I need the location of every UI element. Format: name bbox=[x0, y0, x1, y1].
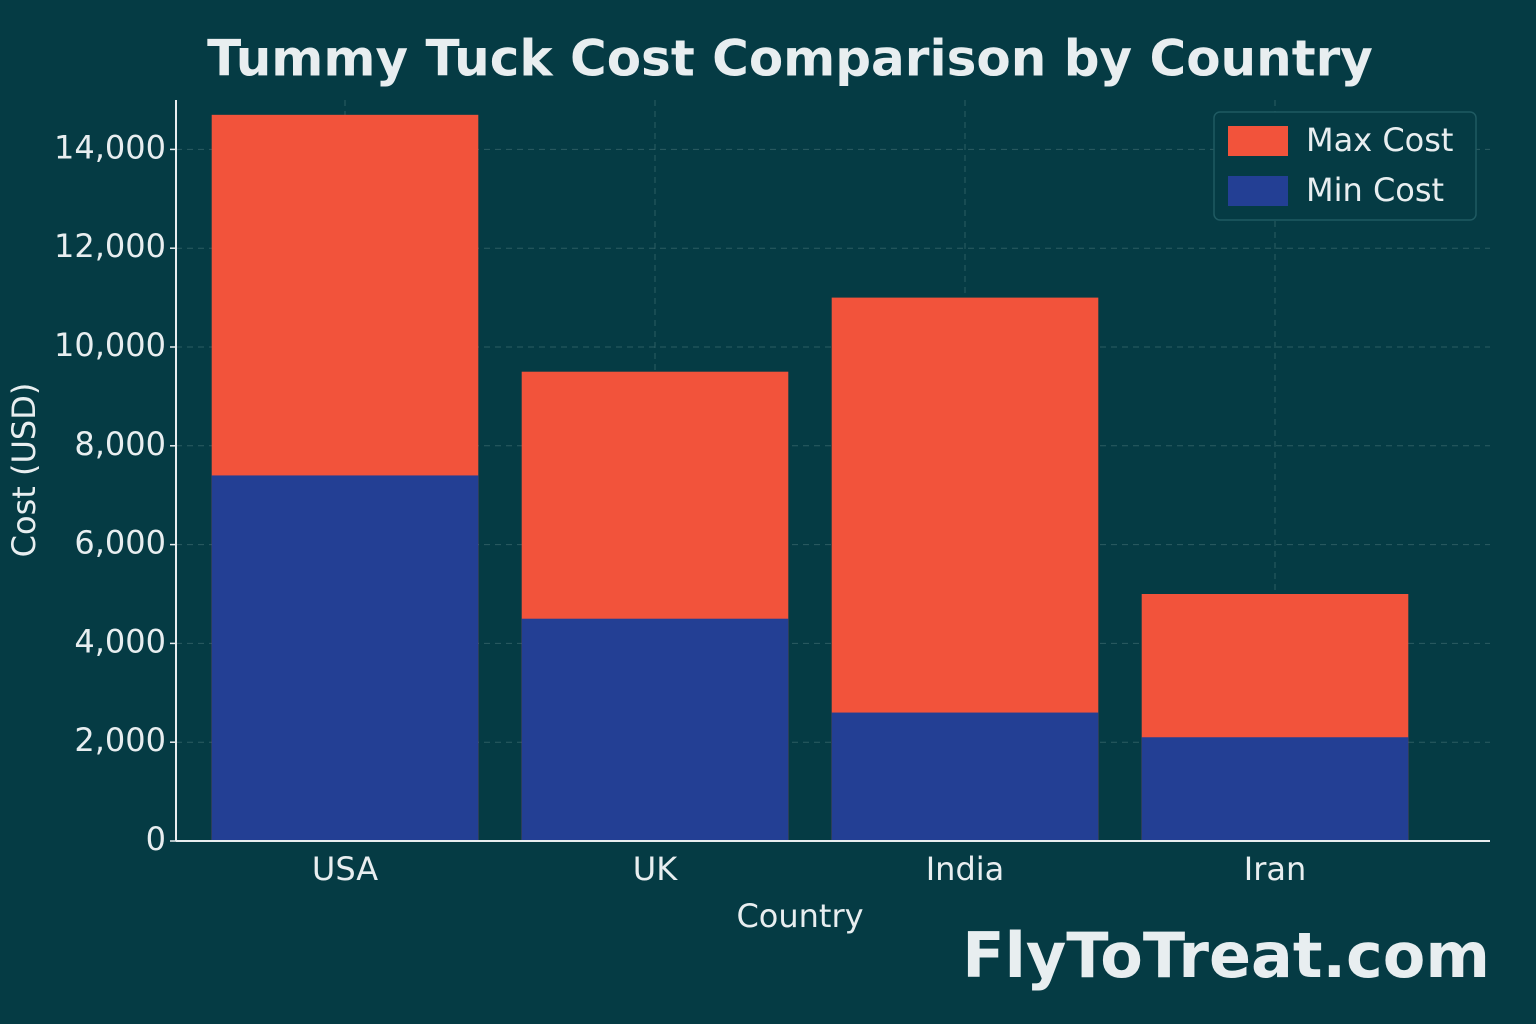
bar bbox=[211, 475, 479, 841]
x-tick-label: India bbox=[926, 850, 1005, 888]
y-tick-label: 0 bbox=[146, 820, 166, 858]
y-tick-label: 14,000 bbox=[54, 128, 166, 166]
y-tick-label: 10,000 bbox=[54, 326, 166, 364]
y-tick-label: 6,000 bbox=[74, 524, 166, 562]
x-axis-label: Country bbox=[736, 897, 863, 935]
legend-label: Max Cost bbox=[1306, 121, 1453, 159]
bar bbox=[521, 618, 789, 841]
bars bbox=[211, 114, 1409, 842]
x-tick-label: UK bbox=[633, 850, 678, 888]
legend-swatch bbox=[1228, 126, 1288, 156]
legend-swatch bbox=[1228, 176, 1288, 206]
watermark: FlyToTreat.com bbox=[962, 919, 1490, 992]
chart-title: Tummy Tuck Cost Comparison by Country bbox=[207, 30, 1373, 88]
bar bbox=[1141, 737, 1409, 841]
bar bbox=[831, 712, 1099, 841]
y-tick-label: 12,000 bbox=[54, 227, 166, 265]
y-tick-label: 4,000 bbox=[74, 622, 166, 660]
x-tick-label: USA bbox=[312, 850, 378, 888]
x-tick-label: Iran bbox=[1244, 850, 1306, 888]
y-axis-label: Cost (USD) bbox=[5, 383, 43, 558]
legend-label: Min Cost bbox=[1306, 171, 1444, 209]
y-tick-label: 2,000 bbox=[74, 721, 166, 759]
y-tick-label: 8,000 bbox=[74, 425, 166, 463]
